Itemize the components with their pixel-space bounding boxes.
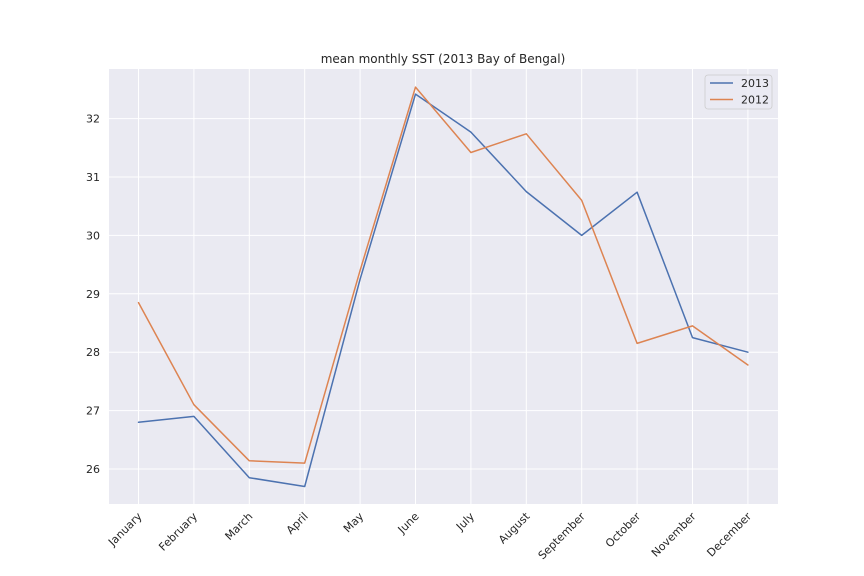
x-tick-label: March [223,510,256,543]
y-tick-label: 28 [86,346,100,359]
x-tick-label: August [496,509,533,546]
x-tick-label: July [453,510,477,534]
y-tick-label: 26 [86,463,100,476]
y-tick-label: 30 [86,229,100,242]
plot-area [109,69,778,504]
x-tick-label: December [704,510,754,560]
x-tick-label: September [536,510,589,563]
x-tick-label: May [341,510,367,536]
legend-label: 2013 [741,77,769,90]
x-tick-label: October [603,510,644,551]
x-tick-label: November [649,510,699,560]
chart-title: mean monthly SST (2013 Bay of Bengal) [321,52,566,66]
grid-lines [109,69,778,504]
y-tick-label: 27 [86,405,100,418]
y-tick-label: 32 [86,113,100,126]
legend-label: 2012 [741,94,769,107]
x-axis-ticks: January February March April May June July Augu… [105,509,754,562]
x-tick-label: February [156,510,200,554]
legend: 2013 2012 [704,74,773,110]
series-line-2012 [137,86,749,464]
x-tick-label: April [284,510,311,537]
y-tick-label: 29 [86,288,100,301]
x-tick-label: January [105,510,145,550]
series-line-2013 [137,93,749,488]
series-lines [137,86,749,488]
x-tick-label: June [395,510,422,537]
y-tick-label: 31 [86,171,100,184]
y-axis-ticks: 26 27 28 29 30 31 32 [86,113,100,476]
